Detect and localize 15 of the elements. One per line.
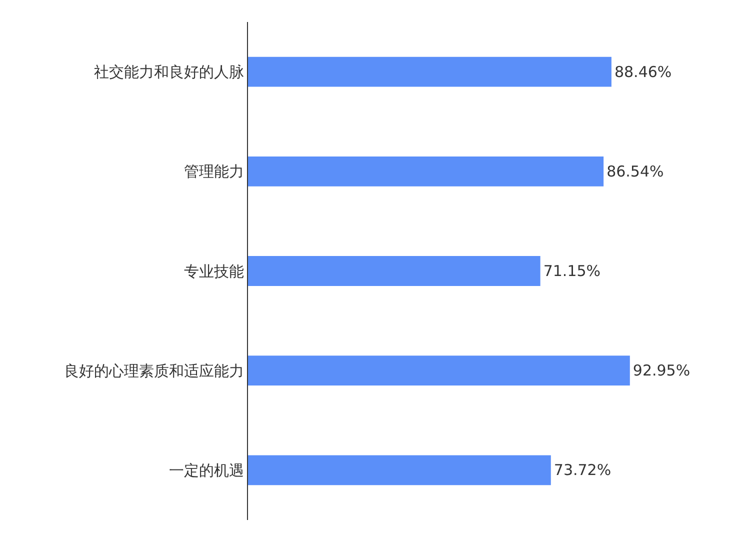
y-tick-label: 社交能力和良好的人脉 (94, 63, 244, 82)
data-label: 71.15% (543, 262, 601, 280)
bar (248, 256, 540, 286)
bar (248, 455, 551, 486)
data-label: 92.95% (632, 362, 690, 380)
bar (248, 356, 630, 386)
y-tick-label: 管理能力 (184, 162, 244, 181)
y-tick-label: 良好的心理素质和适应能力 (64, 362, 244, 380)
data-label: 73.72% (554, 461, 612, 480)
bar (248, 156, 604, 186)
data-label: 88.46% (614, 62, 672, 81)
bar (248, 56, 612, 87)
y-tick-label: 专业技能 (184, 262, 244, 280)
data-label: 86.54% (606, 162, 664, 180)
y-tick-label: 一定的机遇 (169, 461, 244, 480)
